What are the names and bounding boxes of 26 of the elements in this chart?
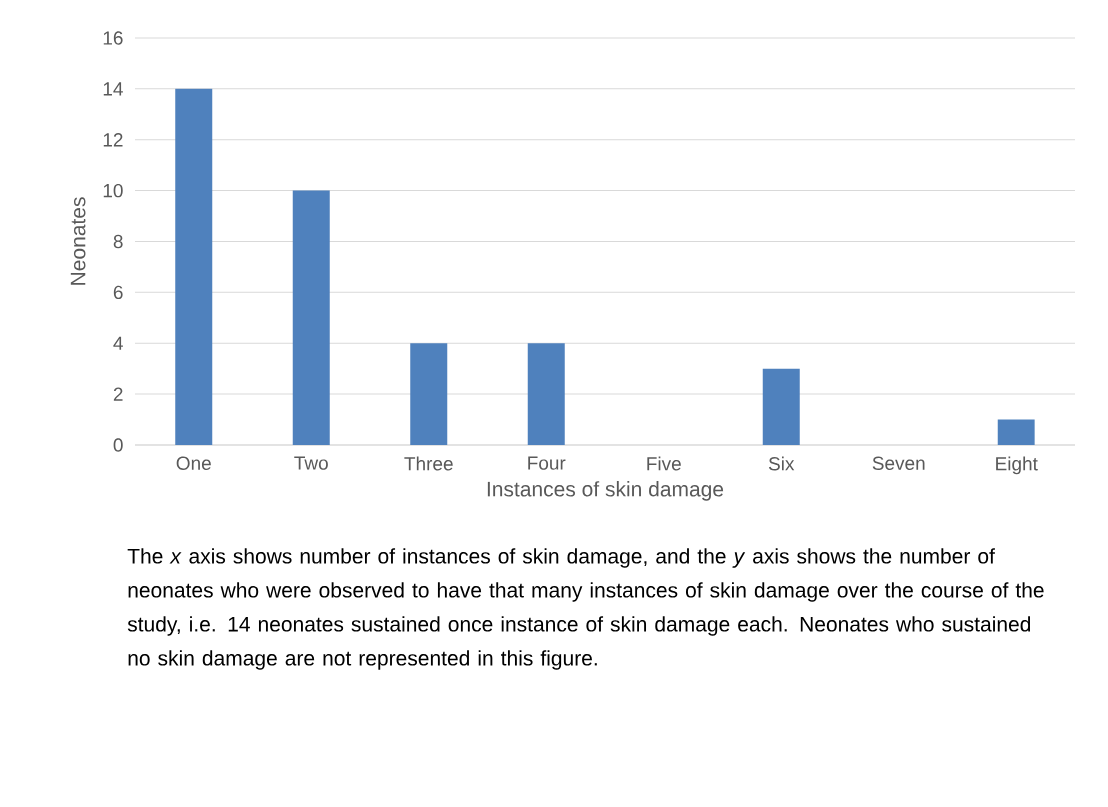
y-tick-label: 10 [103,183,123,198]
bar [410,343,448,445]
y-tick-label: 4 [113,336,123,350]
y-tick-label: 6 [113,285,123,300]
x-tick-label: Four [528,456,566,470]
text: The x axis shows number of instances of skin damage, and the y axis shows the number of neonates who were observed to have that many instances of skin damage over the course of the study, i.e. 14 neonates sustained once instance of skin damage each. Neonates who sustained no skin damage are not represented in this figure. [127,548,1044,670]
x-tick-label: Eight [996,456,1038,475]
x-tick-label: Three [404,456,453,471]
y-tick-label: 0 [113,438,123,452]
y-tick-label: 2 [113,387,123,401]
bar [762,368,800,445]
x-tick-label: Seven [872,456,925,470]
y-tick-label: 16 [103,31,123,45]
y-tick-label: 12 [103,133,123,147]
x-tick-label: Six [768,456,795,471]
y-tick-label: 14 [103,82,123,96]
y-axis-title: Neonates [70,197,86,285]
bar [527,343,565,445]
bar [175,88,213,445]
x-tick-label: Five [647,456,681,471]
y-tick-label: 8 [113,234,123,249]
bar [292,190,330,445]
x-tick-label: Two [294,456,328,470]
bar [997,419,1035,445]
x-tick-label: One [176,456,211,470]
x-axis-title: Instances of skin damage [487,481,724,501]
